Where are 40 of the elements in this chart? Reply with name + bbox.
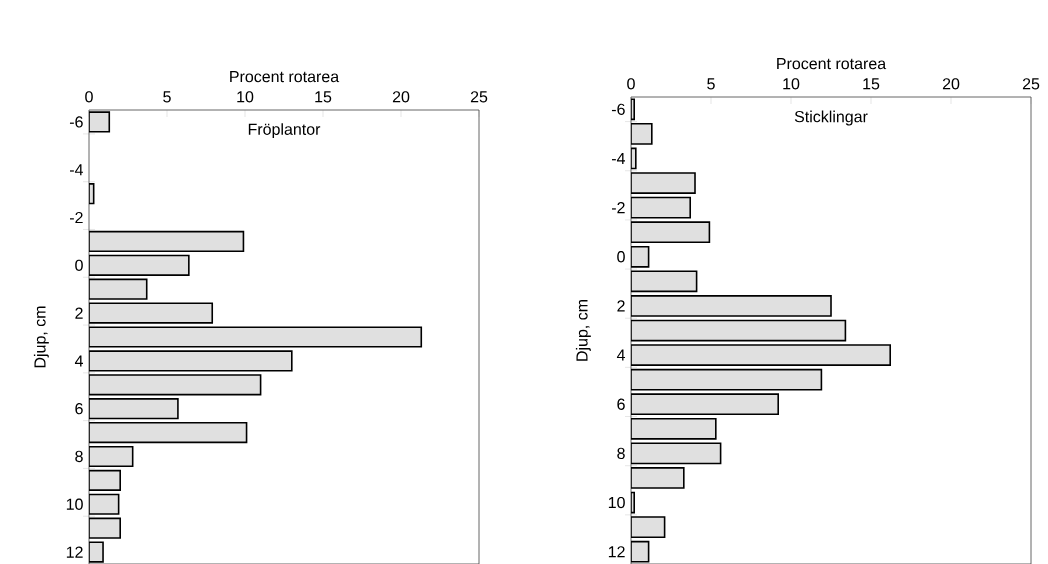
x-tick-label: 15 xyxy=(315,91,332,103)
y-tick-label: -4 xyxy=(611,152,626,164)
x-tick-label: 5 xyxy=(707,78,715,90)
x-tick-label: 20 xyxy=(942,78,960,90)
y-tick-label: -6 xyxy=(611,103,625,115)
x-tick-label: 25 xyxy=(1022,78,1040,90)
y-tick-label: 0 xyxy=(617,251,625,263)
y-tick-label: 6 xyxy=(617,398,625,410)
x-axis-title: Procent rotarea xyxy=(230,71,340,83)
x-tick-label: 0 xyxy=(85,91,93,103)
y-tick-label: -2 xyxy=(611,202,625,214)
y-tick-label: 2 xyxy=(617,300,625,312)
x-tick-label: 5 xyxy=(163,91,171,103)
y-axis-title: Djup, cm xyxy=(33,306,49,368)
x-tick-label: 15 xyxy=(863,78,880,90)
y-tick-label: -6 xyxy=(69,116,83,128)
text: Fröplantor xyxy=(248,123,321,139)
y-axis-title: Djup, cm xyxy=(575,300,591,361)
y-tick-label: 8 xyxy=(617,447,625,460)
y-tick-label: 4 xyxy=(616,349,626,361)
y-tick-label: -4 xyxy=(69,164,84,176)
y-tick-label: 12 xyxy=(608,546,625,558)
y-tick-label: 10 xyxy=(66,498,83,510)
y-tick-label: 10 xyxy=(608,496,625,509)
y-tick-label: 2 xyxy=(75,307,83,319)
x-tick-label: 25 xyxy=(470,91,488,103)
text: Sticklingar xyxy=(794,110,868,126)
y-tick-label: 8 xyxy=(75,450,83,463)
y-tick-label: 6 xyxy=(75,403,83,415)
y-tick-label: 0 xyxy=(75,259,83,271)
y-tick-label: 12 xyxy=(66,546,83,558)
y-tick-label: -2 xyxy=(69,211,83,224)
y-tick-label: 4 xyxy=(74,355,84,367)
bar xyxy=(631,295,832,317)
x-axis-title: Procent rotarea xyxy=(777,58,887,70)
x-tick-label: 20 xyxy=(392,91,410,103)
x-tick-label: 10 xyxy=(237,91,254,103)
x-tick-label: 10 xyxy=(783,78,800,90)
x-tick-label: 0 xyxy=(627,78,635,90)
bar xyxy=(631,172,696,194)
